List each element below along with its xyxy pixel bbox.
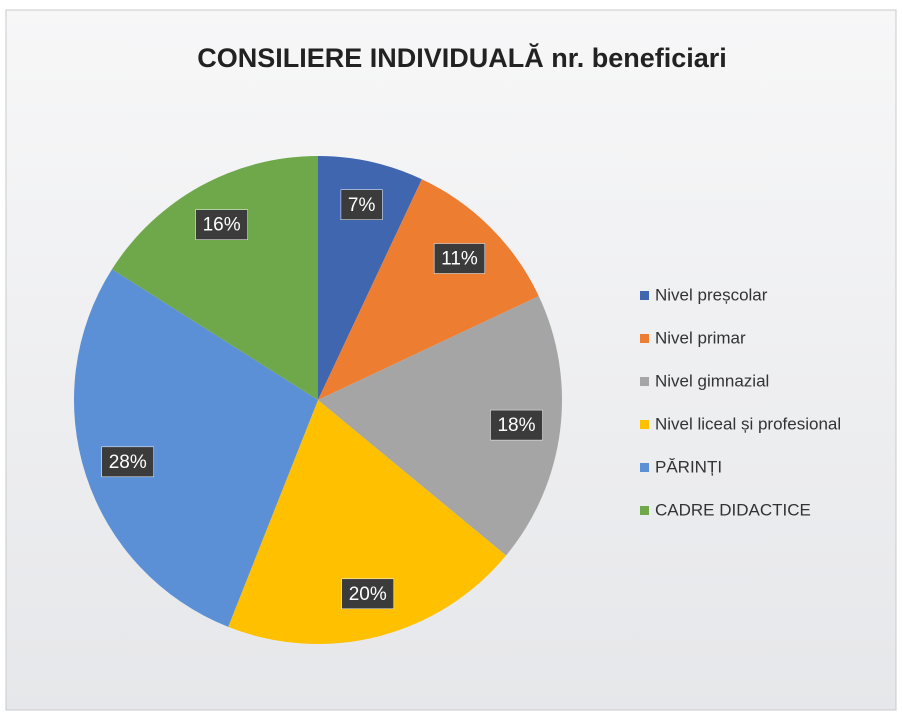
- data-label-box: [490, 409, 543, 441]
- data-label: 20%: [349, 584, 387, 605]
- legend-swatch: [640, 334, 649, 343]
- data-label: 18%: [497, 415, 535, 436]
- legend-label: PĂRINȚI: [655, 457, 722, 476]
- data-label: 11%: [441, 249, 478, 270]
- data-label-box: [433, 243, 486, 274]
- legend-label: Nivel preșcolar: [655, 285, 768, 304]
- chart-title: CONSILIERE INDIVIDUALĂ nr. beneficiari: [197, 42, 727, 73]
- legend-swatch: [640, 506, 649, 515]
- pie-slice: [73, 269, 318, 627]
- data-label-box: [341, 578, 395, 610]
- data-label-box: [195, 209, 248, 240]
- data-label: 16%: [203, 215, 241, 236]
- legend-label: Nivel gimnazial: [655, 371, 769, 390]
- legend-label: Nivel primar: [655, 328, 746, 347]
- legend-label: Nivel liceal și profesional: [655, 414, 841, 433]
- legend-swatch: [640, 377, 649, 386]
- pie-slice: [228, 400, 507, 644]
- data-label-box: [101, 446, 154, 478]
- legend-swatch: [640, 291, 649, 300]
- legend-swatch: [640, 420, 649, 429]
- data-label: 7%: [348, 195, 376, 216]
- pie-slice: [318, 296, 562, 556]
- legend-label: CADRE DIDACTICE: [655, 500, 811, 519]
- data-label: 28%: [109, 452, 147, 473]
- data-label-box: [340, 189, 383, 220]
- pie-slice: [111, 156, 319, 400]
- pie-slice: [318, 179, 539, 400]
- legend-swatch: [640, 463, 649, 472]
